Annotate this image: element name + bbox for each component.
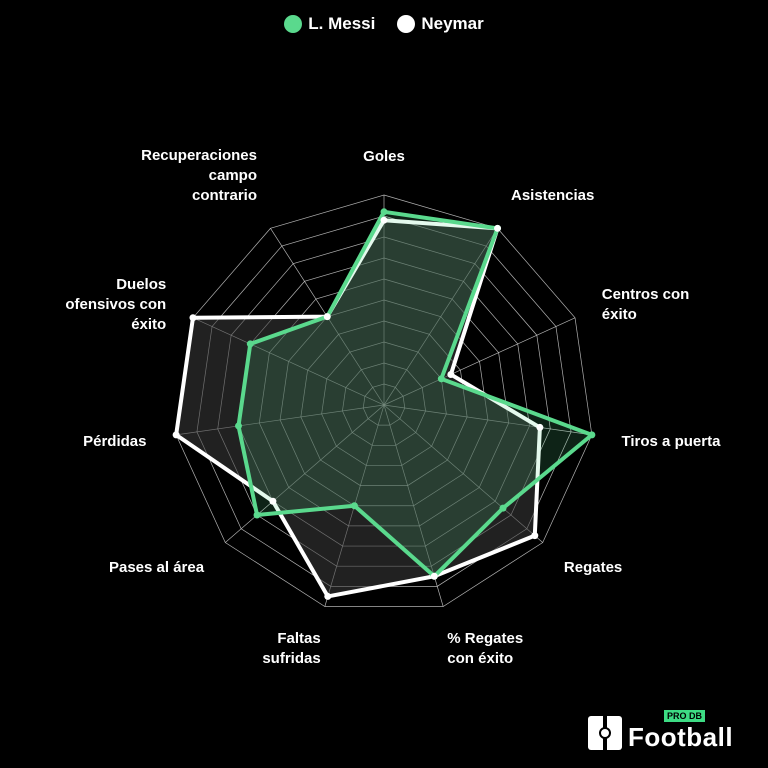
axis-label: Duelos ofensivos con éxito xyxy=(65,276,166,333)
axis-label: Faltas sufridas xyxy=(262,630,320,667)
axis-label: Pérdidas xyxy=(83,433,146,450)
axis-label: Asistencias xyxy=(511,187,594,204)
axis-label: Tiros a puerta xyxy=(621,433,721,450)
point-neymar xyxy=(430,572,438,580)
point-neymar xyxy=(324,592,332,600)
series-messi xyxy=(236,209,594,579)
grid-ring xyxy=(175,194,593,607)
axis-label: Centros con éxito xyxy=(602,286,690,323)
axis-label: Recuperaciones campo contrario xyxy=(141,147,257,204)
point-messi xyxy=(380,208,388,216)
legend-label-messi: L. Messi xyxy=(308,14,376,33)
point-neymar xyxy=(536,423,544,431)
point-messi xyxy=(499,504,507,512)
pitch-logo-icon xyxy=(588,716,622,750)
point-messi xyxy=(253,511,261,519)
point-messi xyxy=(588,431,596,439)
axis-label: % Regates con éxito xyxy=(447,630,523,667)
point-neymar xyxy=(269,497,277,505)
point-neymar xyxy=(323,313,331,321)
series-neymar xyxy=(174,218,542,599)
point-neymar xyxy=(447,370,455,378)
legend-item-messi[interactable]: L. Messi xyxy=(284,14,375,34)
point-neymar xyxy=(531,532,539,540)
legend: L. Messi Neymar xyxy=(0,14,768,34)
point-messi xyxy=(350,502,358,510)
point-neymar xyxy=(494,224,502,232)
point-neymar xyxy=(380,216,388,224)
logo-word: Football xyxy=(628,722,734,752)
point-neymar xyxy=(189,314,197,322)
profootballdb-logo: PRO DB Football xyxy=(588,710,734,752)
point-neymar xyxy=(172,431,180,439)
logo-badge: PRO DB xyxy=(664,710,706,722)
point-messi xyxy=(246,340,254,348)
axis-label: Pases al área xyxy=(109,559,205,576)
legend-item-neymar[interactable]: Neymar xyxy=(397,14,484,34)
legend-label-neymar: Neymar xyxy=(421,14,484,33)
point-messi xyxy=(234,422,242,430)
point-messi xyxy=(437,375,445,383)
axis-label: Regates xyxy=(564,559,622,576)
legend-swatch-neymar xyxy=(397,15,416,33)
legend-swatch-messi xyxy=(284,15,303,33)
axis-label: Goles xyxy=(363,148,405,165)
